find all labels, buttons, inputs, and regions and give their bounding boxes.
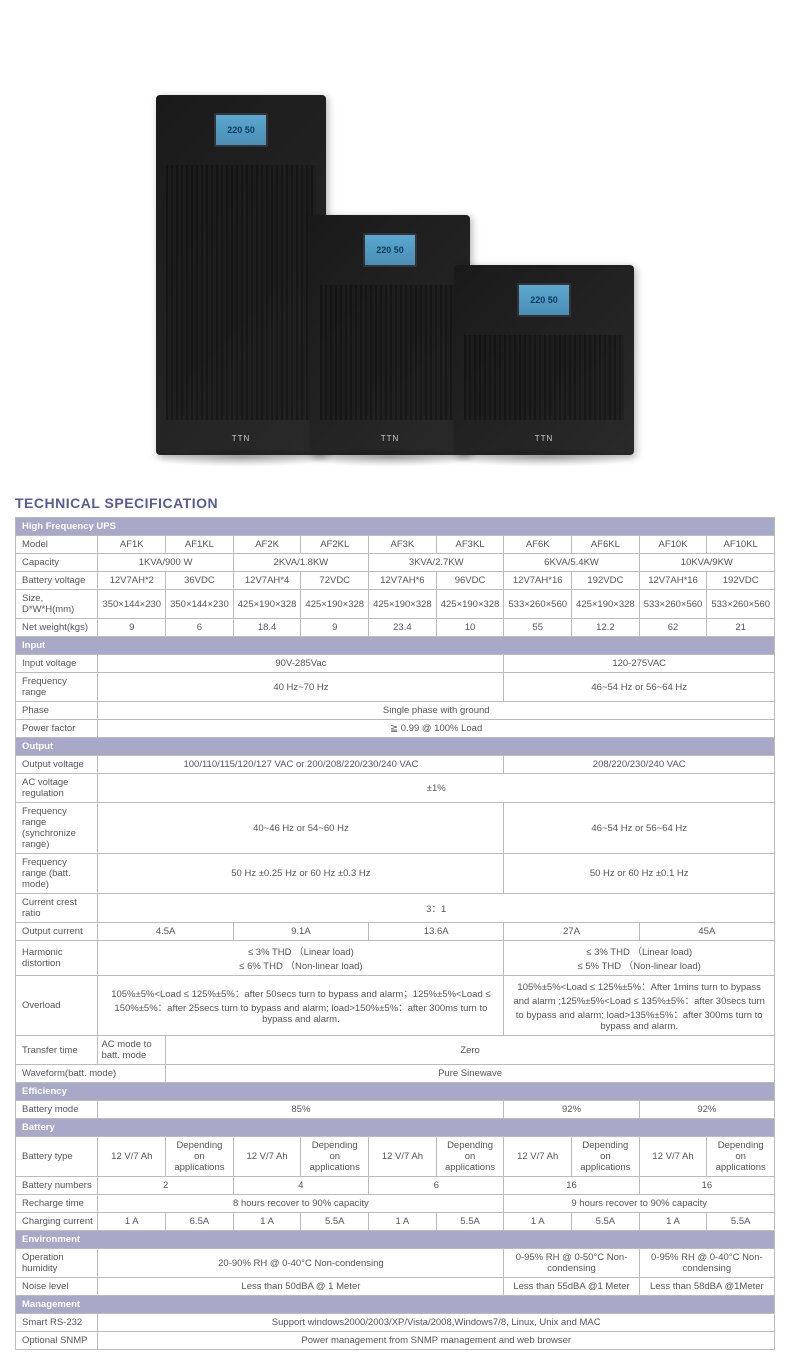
row-capacity: Capacity 1KVA/900 W 2KVA/1.8KW 3KVA/2.7K… (16, 554, 775, 572)
row-noise: Noise level Less than 50dBA @ 1 Meter Le… (16, 1278, 775, 1296)
row-power-factor: Power factor ≧ 0.99 @ 100% Load (16, 720, 775, 738)
row-rs232: Smart RS-232 Support windows2000/2003/XP… (16, 1314, 775, 1332)
section-environment: Environment (16, 1231, 775, 1249)
row-freq-batt: Frequency range (batt. mode) 50 Hz ±0.25… (16, 854, 775, 894)
spec-table: High Frequency UPS Model AF1KAF1KL AF2KA… (15, 517, 775, 1350)
row-batt-voltage: Battery voltage 12V7AH*236VDC 12V7AH*472… (16, 572, 775, 590)
row-ac-reg: AC voltage regulation ±1% (16, 774, 775, 803)
section-output: Output (16, 738, 775, 756)
brand-logo: TTN (381, 434, 400, 443)
row-batt-mode-eff: Battery mode 85% 92% 92% (16, 1101, 775, 1119)
lcd-display: 220 50 (363, 233, 417, 267)
row-transfer: Transfer time AC mode to batt. mode Zero (16, 1036, 775, 1065)
row-crest: Current crest ratio 3：1 (16, 894, 775, 923)
row-batt-numbers: Battery numbers 2 4 6 16 16 (16, 1177, 775, 1195)
brand-logo: TTN (535, 434, 554, 443)
row-freq-sync: Frequency range (synchronize range) 40~4… (16, 803, 775, 854)
row-output-voltage: Output voltage 100/110/115/120/127 VAC o… (16, 756, 775, 774)
row-output-current: Output current 4.5A 9.1A 13.6A 27A 45A (16, 923, 775, 941)
row-phase: Phase Single phase with ground (16, 702, 775, 720)
row-weight: Net weight(kgs) 96 18.49 23.410 5512.2 6… (16, 619, 775, 637)
ups-unit-large: 220 50 TTN (156, 95, 326, 455)
row-recharge: Recharge time 8 hours recover to 90% cap… (16, 1195, 775, 1213)
section-input: Input (16, 637, 775, 655)
lcd-display: 220 50 (214, 113, 268, 147)
ups-unit-medium: 220 50 TTN (310, 215, 470, 455)
brand-logo: TTN (232, 434, 251, 443)
row-charging: Charging current 1 A6.5A 1 A5.5A 1 A5.5A… (16, 1213, 775, 1231)
product-image: 220 50 TTN 220 50 TTN 220 50 TTN (15, 15, 775, 495)
section-battery: Battery (16, 1119, 775, 1137)
row-overload: Overload 105%±5%<Load ≤ 125%±5%：after 50… (16, 976, 775, 1036)
row-snmp: Optional SNMP Power management from SNMP… (16, 1332, 775, 1350)
row-waveform: Waveform(batt. mode) Pure Sinewave (16, 1065, 775, 1083)
row-humidity: Operation humidity 20-90% RH @ 0-40°C No… (16, 1249, 775, 1278)
row-model: Model AF1KAF1KL AF2KAF2KL AF3KAF3KL AF6K… (16, 536, 775, 554)
section-efficiency: Efficiency (16, 1083, 775, 1101)
ups-unit-small: 220 50 TTN (454, 265, 634, 455)
spec-title: TECHNICAL SPECIFICATION (15, 495, 775, 511)
row-harmonic: Harmonic distortion ≤ 3% THD （Linear loa… (16, 941, 775, 976)
row-size: Size, D*W*H(mm) 350×144×230350×144×230 4… (16, 590, 775, 619)
lcd-display: 220 50 (517, 283, 571, 317)
row-input-voltage: Input voltage 90V-285Vac 120-275VAC (16, 655, 775, 673)
section-hf-ups: High Frequency UPS (16, 518, 775, 536)
section-management: Management (16, 1296, 775, 1314)
row-freq-range: Frequency range 40 Hz~70 Hz 46~54 Hz or … (16, 673, 775, 702)
row-batt-type: Battery type 12 V/7 AhDepending on appli… (16, 1137, 775, 1177)
